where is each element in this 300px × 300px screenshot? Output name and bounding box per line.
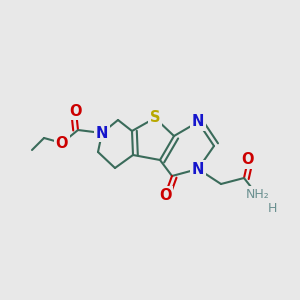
Text: N: N	[96, 125, 108, 140]
Text: O: O	[70, 103, 82, 118]
Text: N: N	[192, 161, 204, 176]
Text: O: O	[56, 136, 68, 151]
Text: O: O	[159, 188, 171, 202]
Text: NH₂: NH₂	[246, 188, 270, 200]
Text: O: O	[242, 152, 254, 167]
Text: H: H	[267, 202, 277, 214]
Text: S: S	[150, 110, 160, 125]
Text: N: N	[192, 115, 204, 130]
